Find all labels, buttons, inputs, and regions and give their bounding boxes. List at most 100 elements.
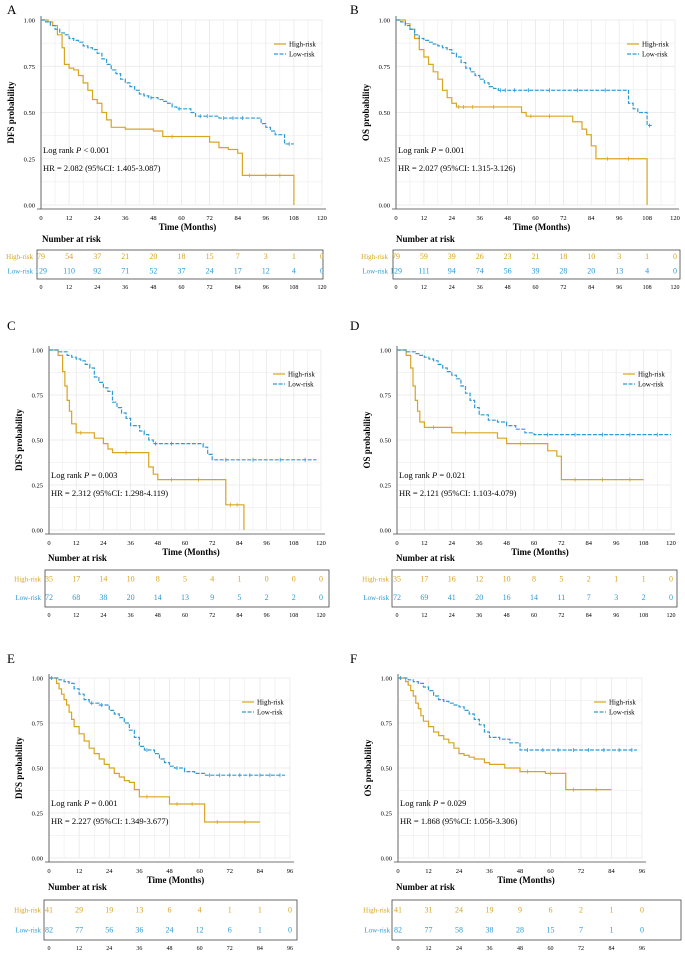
risk-count: 68 [72,593,80,602]
high-risk-curve [397,349,644,481]
risk-count: 111 [418,266,429,275]
risk-count: 2 [265,593,269,602]
risk-table-frame [391,569,678,608]
y-tick-label: 0.50 [32,438,43,445]
low-risk-curve [41,19,294,145]
risk-count: 17 [234,266,242,275]
y-tick-label: 0.75 [381,721,392,728]
risk-count: 59 [420,252,428,261]
risk-count: 1 [237,574,241,583]
risk-time-label: 84 [236,613,242,619]
panel-label: D [350,318,359,333]
legend-high-label: High-risk [642,41,669,49]
y-tick-label: 0.25 [380,483,391,490]
log-rank-annotation: Log rank P = 0.029 [400,798,466,808]
x-tick-label: 24 [94,215,101,222]
hazard-ratio-annotation: HR = 2.082 (95%CI: 1.405-3.087) [43,163,161,173]
risk-time-label: 96 [616,285,622,291]
x-tick-label: 24 [106,868,113,875]
risk-table-title: Number at risk [396,553,455,563]
risk-time-label: 84 [235,285,241,291]
high-risk-curve [398,677,612,791]
risk-count: 9 [210,593,214,602]
risk-time-label: 108 [639,613,648,619]
y-axis-label: DFS probability [14,736,24,799]
x-tick-label: 24 [100,540,107,547]
risk-time-label: 24 [449,613,455,619]
risk-count: 18 [559,252,567,261]
risk-time-label: 36 [476,613,482,619]
risk-time-label: 96 [639,946,645,952]
risk-count: 8 [532,574,536,583]
y-axis-label: OS probability [361,83,371,141]
x-axis-label: Time (Months) [511,547,569,557]
x-tick-label: 84 [588,215,595,222]
risk-count: 19 [105,905,113,914]
risk-time-label: 48 [155,613,161,619]
x-tick-label: 0 [47,868,50,875]
risk-count: 77 [75,925,83,934]
x-tick-label: 12 [425,868,432,875]
x-tick-label: 60 [182,540,189,547]
risk-count: 28 [559,266,567,275]
risk-time-label: 72 [227,946,233,952]
risk-time-label: 60 [533,285,539,291]
risk-time-label: 72 [578,946,584,952]
x-tick-label: 24 [449,540,456,547]
risk-time-label: 60 [548,946,554,952]
risk-count: 35 [393,574,401,583]
risk-time-label: 24 [106,946,112,952]
x-tick-label: 96 [263,215,270,222]
risk-table-title: Number at risk [396,882,455,892]
risk-time-label: 12 [76,946,82,952]
risk-count: 24 [455,905,463,914]
y-tick-label: 1.00 [380,348,391,355]
risk-count: 0 [669,593,673,602]
x-axis-label: Time (Months) [162,547,220,557]
risk-time-label: 60 [197,946,203,952]
risk-count: 0 [265,574,269,583]
x-tick-label: 60 [531,540,538,547]
risk-count: 1 [610,925,614,934]
risk-count: 10 [503,574,511,583]
risk-count: 0 [320,266,324,275]
x-axis-label: Time (Months) [513,222,571,232]
risk-time-label: 120 [318,285,327,291]
risk-count: 26 [476,252,484,261]
x-axis-label: Time (Months) [497,875,555,885]
risk-time-label: 12 [426,946,432,952]
x-tick-label: 60 [196,868,203,875]
risk-time-label: 0 [48,613,51,619]
log-rank-annotation: Log rank P = 0.021 [399,470,465,480]
y-tick-label: 0.75 [32,393,43,400]
risk-count: 79 [392,252,400,261]
x-tick-label: 84 [236,540,243,547]
risk-row-low-label: Low-risk [15,926,41,934]
risk-count: 29 [75,905,83,914]
low-risk-curve [49,677,285,776]
risk-count: 13 [615,266,623,275]
risk-count: 0 [320,252,324,261]
risk-count: 5 [237,593,241,602]
x-tick-label: 48 [166,868,173,875]
risk-time-label: 12 [73,613,79,619]
risk-count: 0 [673,266,677,275]
hazard-ratio-annotation: HR = 2.227 (95%CI: 1.349-3.677) [51,816,169,826]
risk-count: 37 [178,266,186,275]
risk-time-label: 108 [289,613,298,619]
x-tick-label: 96 [639,868,646,875]
risk-table-frame [36,249,324,280]
risk-count: 14 [530,593,538,602]
legend-low-label: Low-risk [609,709,635,717]
y-tick-label: 0.25 [32,811,43,818]
risk-count: 129 [390,266,402,275]
x-tick-label: 48 [504,215,511,222]
risk-time-label: 24 [94,285,100,291]
log-rank-annotation: Log rank P = 0.001 [51,798,117,808]
risk-row-low-label: Low-risk [15,594,41,602]
risk-table-title: Number at risk [42,234,101,244]
risk-count: 1 [614,574,618,583]
risk-count: 23 [504,252,512,261]
x-tick-label: 12 [421,215,428,222]
risk-count: 6 [549,905,553,914]
